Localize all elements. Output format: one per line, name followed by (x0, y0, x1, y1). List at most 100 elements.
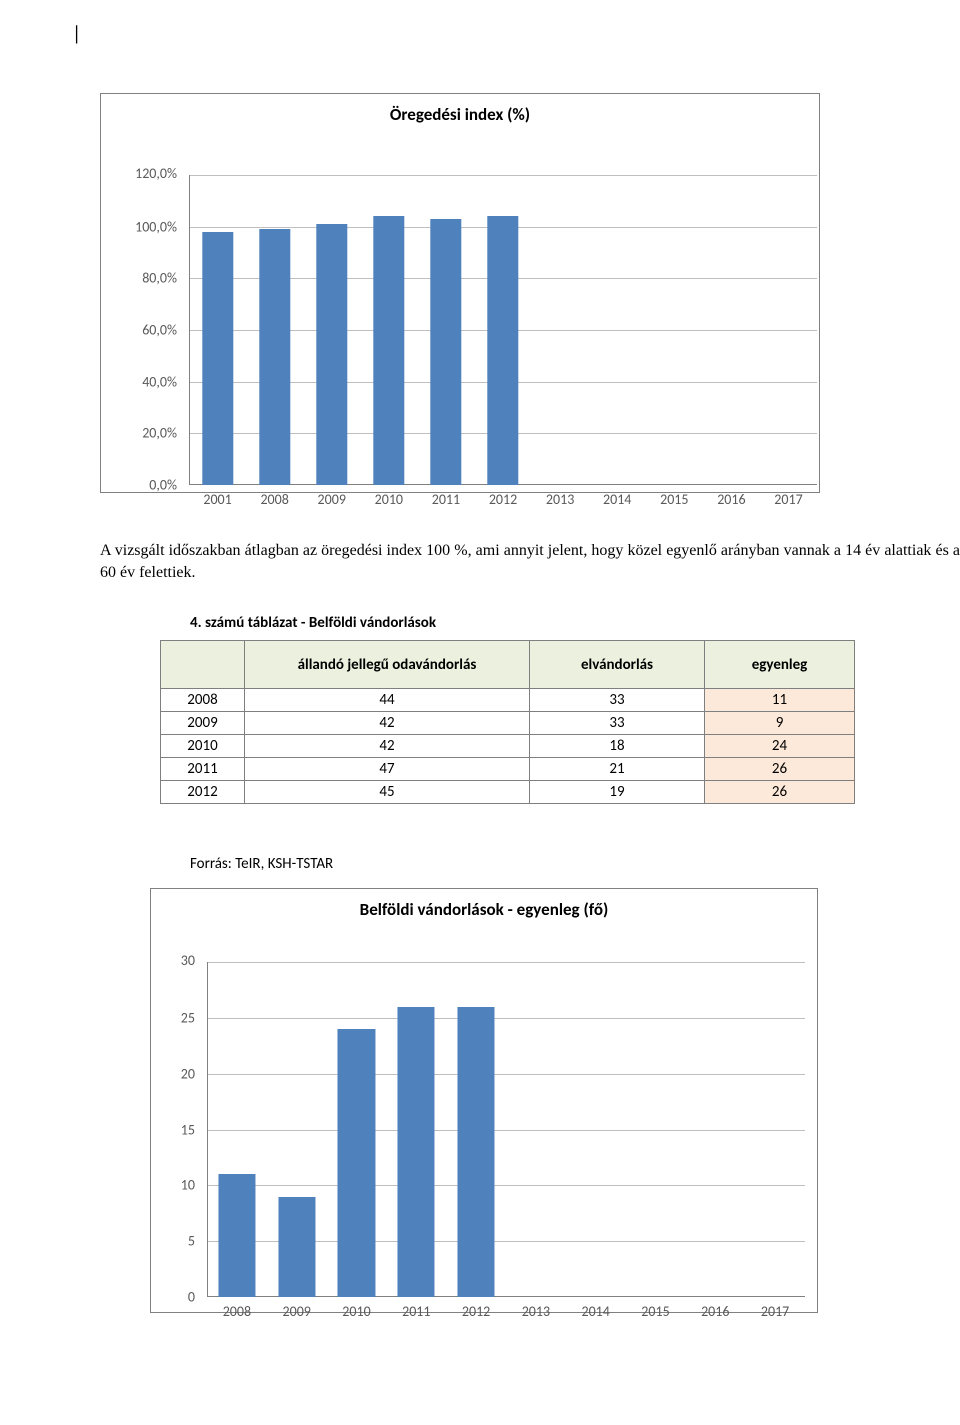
table-cell: 2009 (161, 712, 245, 735)
table-cell: 11 (705, 689, 855, 712)
chart1-title: Öregedési index (%) (101, 104, 819, 125)
y-tick-label: 25 (181, 1009, 195, 1026)
x-tick-label: 2010 (360, 491, 417, 508)
x-tick-label: 2011 (417, 491, 474, 508)
x-tick-label: 2008 (207, 1303, 267, 1320)
table-header-cell: állandó jellegű odavándorlás (245, 641, 530, 689)
x-tick-label: 2017 (760, 491, 817, 508)
table-cell: 9 (705, 712, 855, 735)
chart1-plot (189, 175, 817, 485)
y-tick-label: 60,0% (142, 322, 177, 339)
y-tick-label: 20 (181, 1065, 195, 1082)
table-row: 2012451926 (161, 781, 855, 804)
chart2-y-axis: 30 25 20 15 10 5 0 (151, 962, 201, 1297)
chart2-title: Belföldi vándorlások - egyenleg (fő) (151, 899, 817, 920)
bar-slot (189, 175, 246, 485)
x-tick-label: 2014 (566, 1303, 626, 1320)
bar-slot (303, 175, 360, 485)
text-cursor: | (72, 22, 81, 46)
table-cell: 2010 (161, 735, 245, 758)
chart2-x-axis: 2008200920102011201220132014201520162017 (207, 1303, 805, 1320)
y-tick-label: 120,0% (135, 165, 177, 182)
bar (398, 1007, 435, 1297)
table-cell: 26 (705, 758, 855, 781)
table-cell: 42 (245, 712, 530, 735)
bar-slot (474, 175, 531, 485)
x-tick-label: 2009 (267, 1303, 327, 1320)
bar-slot (386, 962, 446, 1297)
y-tick-label: 40,0% (142, 373, 177, 390)
x-tick-label: 2016 (703, 491, 760, 508)
bar (458, 1007, 495, 1297)
bar-slot (506, 962, 566, 1297)
bar-slot (207, 962, 267, 1297)
table-cell: 45 (245, 781, 530, 804)
x-tick-label: 2011 (386, 1303, 446, 1320)
table-row: 200942339 (161, 712, 855, 735)
x-tick-label: 2016 (685, 1303, 745, 1320)
y-tick-label: 100,0% (135, 218, 177, 235)
bar-slot (446, 962, 506, 1297)
chart1-x-axis: 2001200820092010201120122013201420152016… (189, 491, 817, 508)
y-tick-label: 80,0% (142, 270, 177, 287)
chart-belfoldi-vandorlasok-egyenleg: Belföldi vándorlások - egyenleg (fő) 30 … (150, 888, 818, 1313)
table-cell: 18 (530, 735, 705, 758)
body-paragraph: A vizsgált időszakban átlagban az öreged… (100, 540, 960, 583)
table-row: 2008443311 (161, 689, 855, 712)
chart2-plot (207, 962, 805, 1297)
bar-slot (745, 962, 805, 1297)
bar-slot (360, 175, 417, 485)
y-tick-label: 15 (181, 1121, 195, 1138)
y-tick-label: 5 (188, 1233, 195, 1250)
x-tick-label: 2013 (532, 491, 589, 508)
chart-oregedesi-index: Öregedési index (%) 120,0% 100,0% 80,0% … (100, 93, 820, 493)
table-row: 2010421824 (161, 735, 855, 758)
x-tick-label: 2017 (745, 1303, 805, 1320)
bar-slot (532, 175, 589, 485)
x-tick-label: 2013 (506, 1303, 566, 1320)
bar-slot (589, 175, 646, 485)
bar-slot (417, 175, 474, 485)
table-cell: 33 (530, 712, 705, 735)
bar-slot (327, 962, 387, 1297)
table-cell: 47 (245, 758, 530, 781)
table-cell: 2008 (161, 689, 245, 712)
x-tick-label: 2009 (303, 491, 360, 508)
bar-slot (246, 175, 303, 485)
x-tick-label: 2008 (246, 491, 303, 508)
bar (316, 224, 347, 485)
table-cell: 33 (530, 689, 705, 712)
bar-slot (267, 962, 327, 1297)
y-tick-label: 0 (188, 1289, 195, 1306)
table-header-cell (161, 641, 245, 689)
table-cell: 19 (530, 781, 705, 804)
table-cell: 2011 (161, 758, 245, 781)
x-tick-label: 2014 (589, 491, 646, 508)
x-tick-label: 2012 (474, 491, 531, 508)
y-tick-label: 20,0% (142, 425, 177, 442)
bar-slot (566, 962, 626, 1297)
table-cell: 44 (245, 689, 530, 712)
bar-slot (626, 962, 686, 1297)
bar (218, 1174, 255, 1297)
table-cell: 2012 (161, 781, 245, 804)
table-caption: 4. számú táblázat - Belföldi vándorlások (190, 614, 436, 632)
x-tick-label: 2015 (626, 1303, 686, 1320)
bar (278, 1197, 315, 1298)
y-tick-label: 30 (181, 952, 195, 969)
table-cell: 26 (705, 781, 855, 804)
x-tick-label: 2012 (446, 1303, 506, 1320)
bar (373, 216, 404, 485)
x-tick-label: 2010 (327, 1303, 387, 1320)
bar (487, 216, 518, 485)
bar (259, 229, 290, 485)
x-tick-label: 2001 (189, 491, 246, 508)
bar (338, 1029, 375, 1297)
chart1-y-axis: 120,0% 100,0% 80,0% 60,0% 40,0% 20,0% 0,… (111, 175, 183, 485)
table-belfoldi-vandorlasok: állandó jellegű odavándorláselvándorláse… (160, 640, 855, 804)
table-cell: 21 (530, 758, 705, 781)
bar (430, 219, 461, 485)
table-header-cell: egyenleg (705, 641, 855, 689)
bar (202, 232, 233, 485)
table-cell: 42 (245, 735, 530, 758)
